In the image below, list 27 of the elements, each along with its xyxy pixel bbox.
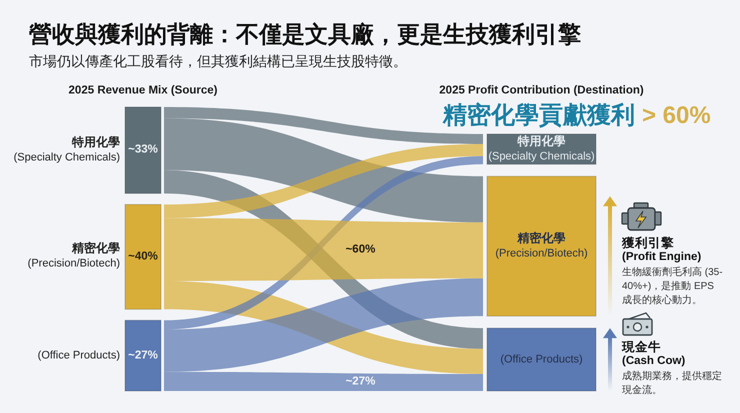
destination-label: (Office Products): [500, 353, 583, 366]
flow-label: ~27%: [346, 376, 376, 389]
source-label: (Specialty Chemicals): [14, 151, 120, 164]
destination-label: (Precision/Biotech): [495, 247, 588, 260]
annotation: (Profit Engine): [622, 251, 702, 264]
destination-label: 精密化學: [518, 232, 566, 246]
subtitle: 市場仍以傳產化工股看待，但其獲利結構已呈現生技股特徵。: [29, 52, 407, 70]
annotation: 現金牛: [622, 340, 661, 354]
value-label: ~27%: [128, 349, 158, 362]
annotation: 2025 Profit Contribution (Destination): [439, 84, 644, 98]
annotation: (Cash Cow): [622, 355, 686, 368]
flow-label: ~60%: [346, 244, 376, 257]
source-label: (Precision/Biotech): [28, 258, 120, 271]
annotation: 成熟期業務，提供穩定現金流。: [622, 370, 723, 398]
source-label: 精密化學: [72, 242, 120, 256]
annotation: 2025 Revenue Mix (Source): [68, 84, 218, 98]
annotation: 獲利引擎: [622, 236, 674, 250]
destination-label: 特用化學: [518, 134, 566, 149]
value-label: ~33%: [128, 144, 158, 157]
source-label: 特用化學: [72, 136, 120, 150]
title: 營收與獲利的背離：不僅是文具廠，更是生技獲利引擎: [29, 20, 581, 48]
destination-label: (Specialty Chemicals): [488, 150, 595, 163]
value-label: ~40%: [128, 250, 158, 264]
annotation: 精密化學貢獻獲利: [443, 102, 635, 130]
annotation: 生物緩衝劑毛利高 (35-40%+)，是推動 EPS 成長的核心動力。: [622, 266, 724, 308]
source-label: (Office Products): [38, 349, 120, 362]
annotation: > 60%: [642, 102, 711, 130]
